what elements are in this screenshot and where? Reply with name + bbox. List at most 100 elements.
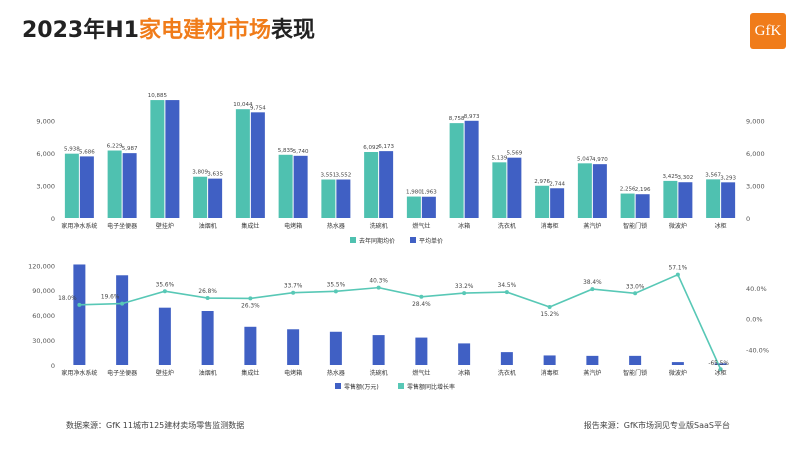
growth-value-label: 18.0% bbox=[58, 296, 77, 302]
category-label: 微波炉 bbox=[669, 369, 687, 377]
growth-value-label: 26.8% bbox=[198, 289, 217, 295]
price-bar bbox=[492, 162, 507, 218]
title-suffix: 表现 bbox=[270, 18, 315, 43]
price-value-label: 5,569 bbox=[507, 151, 523, 157]
left-y-tick-label: 0 bbox=[51, 215, 55, 223]
sales-bar bbox=[543, 355, 556, 365]
price-bar bbox=[336, 179, 351, 218]
category-label: 电烤箱 bbox=[284, 222, 302, 230]
category-label: 家用净水系统 bbox=[61, 369, 97, 377]
left-y-tick-label: 90,000 bbox=[32, 287, 55, 295]
growth-point bbox=[633, 291, 638, 296]
price-bar bbox=[193, 176, 208, 218]
category-label: 壁挂炉 bbox=[156, 369, 174, 377]
price-bar bbox=[464, 120, 479, 218]
price-bar bbox=[321, 179, 336, 218]
price-value-label: 5,139 bbox=[492, 155, 508, 161]
left-y-tick-label: 6,000 bbox=[36, 150, 55, 158]
growth-point bbox=[205, 296, 210, 301]
growth-point bbox=[333, 289, 338, 294]
category-label: 微波炉 bbox=[669, 222, 687, 230]
right-y-tick-label: -40.0% bbox=[746, 347, 769, 355]
price-value-label: 5,938 bbox=[64, 147, 80, 153]
growth-point bbox=[462, 291, 467, 296]
legend-swatch bbox=[335, 383, 341, 389]
price-value-label: 6,173 bbox=[378, 144, 394, 150]
growth-point bbox=[376, 285, 381, 290]
growth-point bbox=[120, 301, 125, 306]
price-bar bbox=[107, 150, 122, 218]
category-label: 燃气灶 bbox=[412, 222, 430, 230]
category-label: 蒸汽炉 bbox=[583, 369, 601, 377]
price-value-label: 2,744 bbox=[549, 181, 565, 187]
sales-bar bbox=[500, 352, 513, 365]
price-value-label: 1,980 bbox=[406, 190, 422, 196]
category-label: 洗碗机 bbox=[370, 222, 388, 230]
legend-swatch bbox=[398, 383, 404, 389]
price-value-label: 5,835 bbox=[278, 148, 294, 154]
category-label: 智能门锁 bbox=[623, 369, 647, 377]
title-highlight: 家电建材市场 bbox=[138, 18, 271, 43]
price-value-label: 2,256 bbox=[620, 187, 636, 193]
category-label: 电烤箱 bbox=[284, 369, 302, 377]
price-value-label: 10,044 bbox=[233, 102, 253, 108]
right-y-tick-label: 0.0% bbox=[746, 316, 763, 324]
price-bar bbox=[293, 155, 308, 218]
category-label: 洗衣机 bbox=[498, 222, 516, 230]
logo-text: GfK bbox=[754, 22, 782, 39]
price-value-label: 3,293 bbox=[720, 175, 736, 181]
price-bar bbox=[721, 182, 736, 218]
right-y-tick-label: 9,000 bbox=[746, 118, 765, 126]
price-bar bbox=[208, 178, 223, 218]
left-y-tick-label: 60,000 bbox=[32, 312, 55, 320]
price-value-label: 10,885 bbox=[148, 93, 168, 99]
price-bar bbox=[535, 185, 550, 218]
price-value-label: 2,196 bbox=[635, 187, 651, 193]
category-label: 燃气灶 bbox=[412, 369, 430, 377]
price-bar bbox=[678, 182, 693, 218]
category-label: 热水器 bbox=[327, 369, 345, 377]
right-y-tick-label: 40.0% bbox=[746, 285, 767, 293]
price-value-label: 8,758 bbox=[449, 116, 465, 122]
right-y-tick-label: 0 bbox=[746, 215, 750, 223]
price-value-label: 3,552 bbox=[336, 173, 352, 179]
growth-point bbox=[675, 272, 680, 277]
growth-value-label: 33.2% bbox=[455, 284, 474, 290]
sales-bar bbox=[629, 355, 642, 365]
growth-point bbox=[77, 302, 82, 307]
sales-bar bbox=[244, 326, 257, 365]
price-bar bbox=[165, 100, 180, 218]
price-value-label: 3,425 bbox=[663, 174, 679, 180]
price-value-label: 2,976 bbox=[534, 179, 550, 185]
price-value-label: 3,567 bbox=[705, 172, 721, 178]
category-label: 电子坐便器 bbox=[107, 369, 137, 377]
price-bar bbox=[449, 123, 464, 218]
sales-bar bbox=[287, 329, 300, 365]
category-label: 家用净水系统 bbox=[61, 222, 97, 230]
category-label: 消毒柜 bbox=[541, 369, 559, 377]
growth-value-label: 35.5% bbox=[327, 282, 346, 288]
price-bar bbox=[235, 109, 250, 218]
growth-value-label: 15.2% bbox=[540, 312, 559, 318]
category-label: 洗衣机 bbox=[498, 369, 516, 377]
price-bar bbox=[79, 156, 94, 218]
price-bar bbox=[635, 194, 650, 218]
left-y-tick-label: 3,000 bbox=[36, 183, 55, 191]
price-bar bbox=[150, 100, 165, 218]
growth-value-label: 19.6% bbox=[101, 295, 120, 301]
price-value-label: 1,963 bbox=[421, 190, 437, 196]
sales-bar bbox=[116, 275, 129, 365]
sales-bar bbox=[329, 331, 342, 365]
growth-point bbox=[718, 367, 723, 372]
legend-swatch bbox=[350, 237, 356, 243]
growth-point bbox=[590, 287, 595, 292]
growth-value-label: 34.5% bbox=[498, 283, 517, 289]
left-y-tick-label: 30,000 bbox=[32, 337, 55, 345]
growth-value-label: 26.3% bbox=[241, 303, 260, 309]
price-value-label: 3,551 bbox=[321, 173, 337, 179]
price-value-label: 5,047 bbox=[577, 156, 593, 162]
price-bar bbox=[250, 112, 265, 218]
growth-point bbox=[547, 304, 552, 309]
growth-value-label: -65.5% bbox=[708, 361, 729, 367]
category-label: 冰柜 bbox=[715, 369, 727, 377]
